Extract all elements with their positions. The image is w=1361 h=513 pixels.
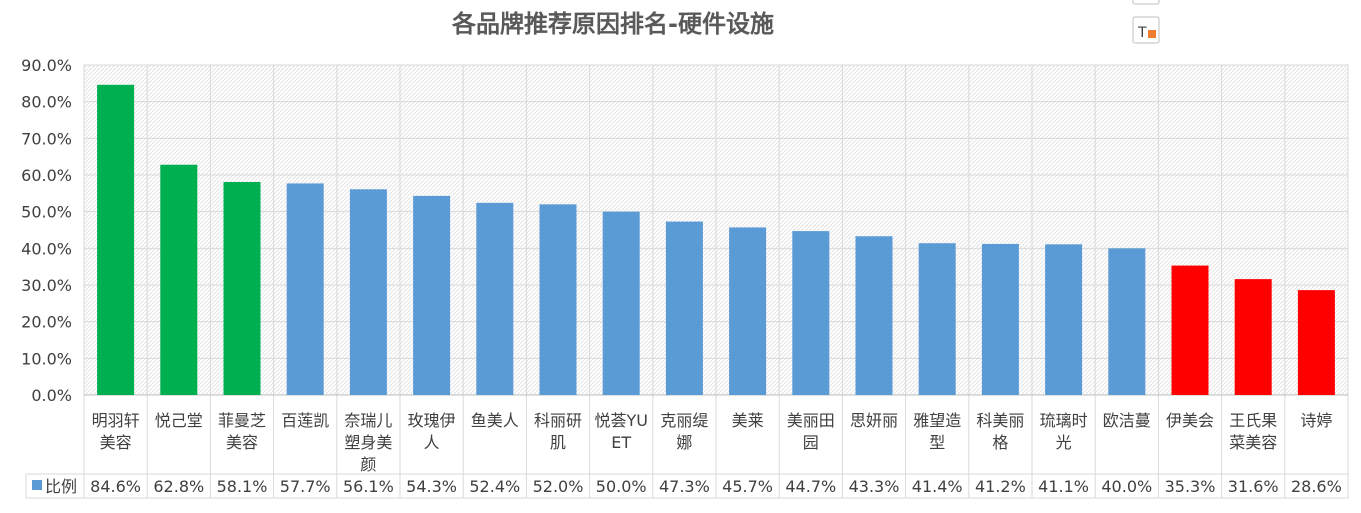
y-tick-label: 20.0% xyxy=(21,313,72,332)
data-label: 45.7% xyxy=(722,477,773,496)
x-tick-label: 菜美容 xyxy=(1229,433,1277,452)
x-tick-label: 肌 xyxy=(550,433,566,452)
x-tick-label: 型 xyxy=(929,433,945,452)
bar[interactable] xyxy=(1171,265,1209,395)
x-tick-label: 鱼美人 xyxy=(471,411,519,430)
x-tick-label: 科丽研 xyxy=(534,411,582,430)
bar[interactable] xyxy=(665,221,703,395)
x-tick-label: 光 xyxy=(1056,433,1072,452)
data-label: 28.6% xyxy=(1291,477,1342,496)
x-tick-label: 王氏果 xyxy=(1229,411,1277,430)
data-label: 41.1% xyxy=(1038,477,1089,496)
y-tick-label: 60.0% xyxy=(21,166,72,185)
y-tick-label: 0.0% xyxy=(31,386,72,405)
chart-title: 各品牌推荐原因排名-硬件设施 xyxy=(451,10,774,38)
y-tick-label: 80.0% xyxy=(21,93,72,112)
bar[interactable] xyxy=(792,231,830,395)
bar[interactable] xyxy=(539,204,577,395)
data-label: 84.6% xyxy=(90,477,141,496)
data-label: 41.2% xyxy=(975,477,1026,496)
data-label: 54.3% xyxy=(406,477,457,496)
bar[interactable] xyxy=(1234,279,1272,395)
x-tick-label: 美容 xyxy=(226,433,258,452)
y-tick-label: 30.0% xyxy=(21,276,72,295)
bar[interactable] xyxy=(413,195,451,395)
data-label: 31.6% xyxy=(1228,477,1279,496)
x-tick-label: ET xyxy=(611,433,631,452)
data-label: 58.1% xyxy=(217,477,268,496)
x-tick-label: 人 xyxy=(424,433,440,452)
x-tick-label: 雅望造 xyxy=(913,411,961,430)
data-label: 43.3% xyxy=(849,477,900,496)
bar[interactable] xyxy=(1045,244,1083,395)
bar[interactable] xyxy=(1297,290,1335,395)
x-tick-label: 园 xyxy=(803,433,819,452)
x-tick-label: 奈瑞儿 xyxy=(344,411,392,430)
x-tick-label: 颜 xyxy=(360,455,376,474)
bar[interactable] xyxy=(286,183,324,395)
x-tick-label: 美丽田 xyxy=(787,411,835,430)
bar[interactable] xyxy=(729,227,767,395)
x-tick-label: 琉璃时 xyxy=(1040,411,1088,430)
bar[interactable] xyxy=(918,243,956,395)
data-label: 44.7% xyxy=(785,477,836,496)
bar[interactable] xyxy=(160,164,198,395)
bar[interactable] xyxy=(855,236,893,395)
top-toolbar-button[interactable] xyxy=(1132,0,1160,5)
x-tick-label: 思妍丽 xyxy=(850,411,898,430)
x-tick-label: 科美丽 xyxy=(976,411,1024,430)
x-tick-label: 美容 xyxy=(100,433,132,452)
bar[interactable] xyxy=(97,84,135,396)
legend-label: 比例 xyxy=(45,477,77,496)
x-tick-label: 格 xyxy=(992,433,1008,452)
x-tick-label: 明羽轩 xyxy=(92,411,140,430)
x-tick-label: 美莱 xyxy=(732,411,764,430)
legend-swatch xyxy=(32,480,42,490)
x-tick-label: 克丽缇 xyxy=(660,411,708,430)
x-tick-label: 诗婷 xyxy=(1300,411,1332,430)
x-tick-label: 悦己堂 xyxy=(155,411,203,430)
x-tick-label: 伊美会 xyxy=(1166,411,1214,430)
y-tick-label: 90.0% xyxy=(21,56,72,75)
data-label: 52.0% xyxy=(533,477,584,496)
data-label: 52.4% xyxy=(469,477,520,496)
data-label: 40.0% xyxy=(1101,477,1152,496)
data-label: 62.8% xyxy=(153,477,204,496)
y-tick-label: 70.0% xyxy=(21,129,72,148)
x-tick-label: 菲曼芝 xyxy=(218,411,266,430)
y-tick-label: 50.0% xyxy=(21,203,72,222)
data-label: 47.3% xyxy=(659,477,710,496)
data-label: 41.4% xyxy=(912,477,963,496)
x-tick-label: 娜 xyxy=(676,433,692,452)
bar[interactable] xyxy=(223,181,261,395)
svg-text:T: T xyxy=(1137,25,1147,41)
y-tick-label: 10.0% xyxy=(21,349,72,368)
bar[interactable] xyxy=(349,189,387,395)
bar[interactable] xyxy=(476,202,514,395)
data-label: 50.0% xyxy=(596,477,647,496)
bar[interactable] xyxy=(981,243,1019,395)
x-tick-label: 欧洁蔓 xyxy=(1103,411,1151,430)
text-format-icon[interactable]: T xyxy=(1132,16,1160,44)
x-tick-label: 悦荟YU xyxy=(594,411,648,430)
y-tick-label: 40.0% xyxy=(21,239,72,258)
x-tick-label: 百莲凯 xyxy=(281,411,329,430)
bar[interactable] xyxy=(1108,248,1146,395)
x-tick-label: 玫瑰伊 xyxy=(408,411,456,430)
data-label: 35.3% xyxy=(1165,477,1216,496)
x-tick-label: 塑身美 xyxy=(344,433,392,452)
bar[interactable] xyxy=(602,211,640,395)
data-label: 57.7% xyxy=(280,477,331,496)
data-label: 56.1% xyxy=(343,477,394,496)
